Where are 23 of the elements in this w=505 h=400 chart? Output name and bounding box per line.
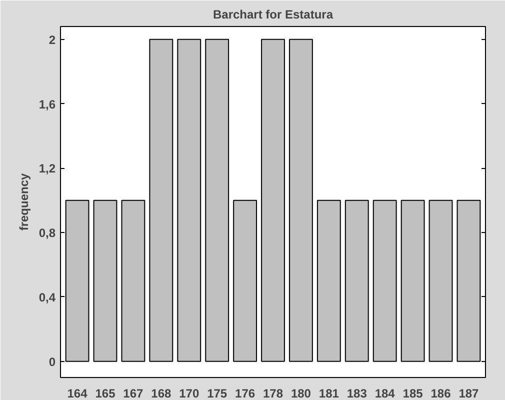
y-tick-label: 0,4 <box>38 290 56 304</box>
x-tick-label: 164 <box>67 386 88 400</box>
y-tick-label: 0,8 <box>38 226 56 240</box>
x-tick-label: 170 <box>179 386 200 400</box>
chart-title: Barchart for Estatura <box>212 8 334 22</box>
x-tick-label: 178 <box>262 386 284 400</box>
x-tick-label: 175 <box>207 386 228 400</box>
x-tick-label: 167 <box>123 386 144 400</box>
x-tick-label: 185 <box>402 386 424 400</box>
y-tick-label: 0 <box>48 354 56 369</box>
x-tick-label: 168 <box>151 386 172 400</box>
y-tick-label: 1,6 <box>38 97 56 112</box>
y-tick-label: 1,2 <box>38 162 56 176</box>
x-tick-label: 176 <box>235 386 256 400</box>
y-axis-title: frequency <box>16 173 31 231</box>
x-tick-label: 181 <box>318 386 340 400</box>
y-tick-label: 2 <box>48 32 56 47</box>
x-tick-label: 180 <box>290 386 312 400</box>
x-tick-label: 187 <box>458 386 480 400</box>
x-tick-label: 165 <box>95 386 116 400</box>
x-tick-label: 183 <box>346 386 368 400</box>
x-tick-label: 186 <box>430 386 452 400</box>
x-tick-label: 184 <box>374 386 396 400</box>
